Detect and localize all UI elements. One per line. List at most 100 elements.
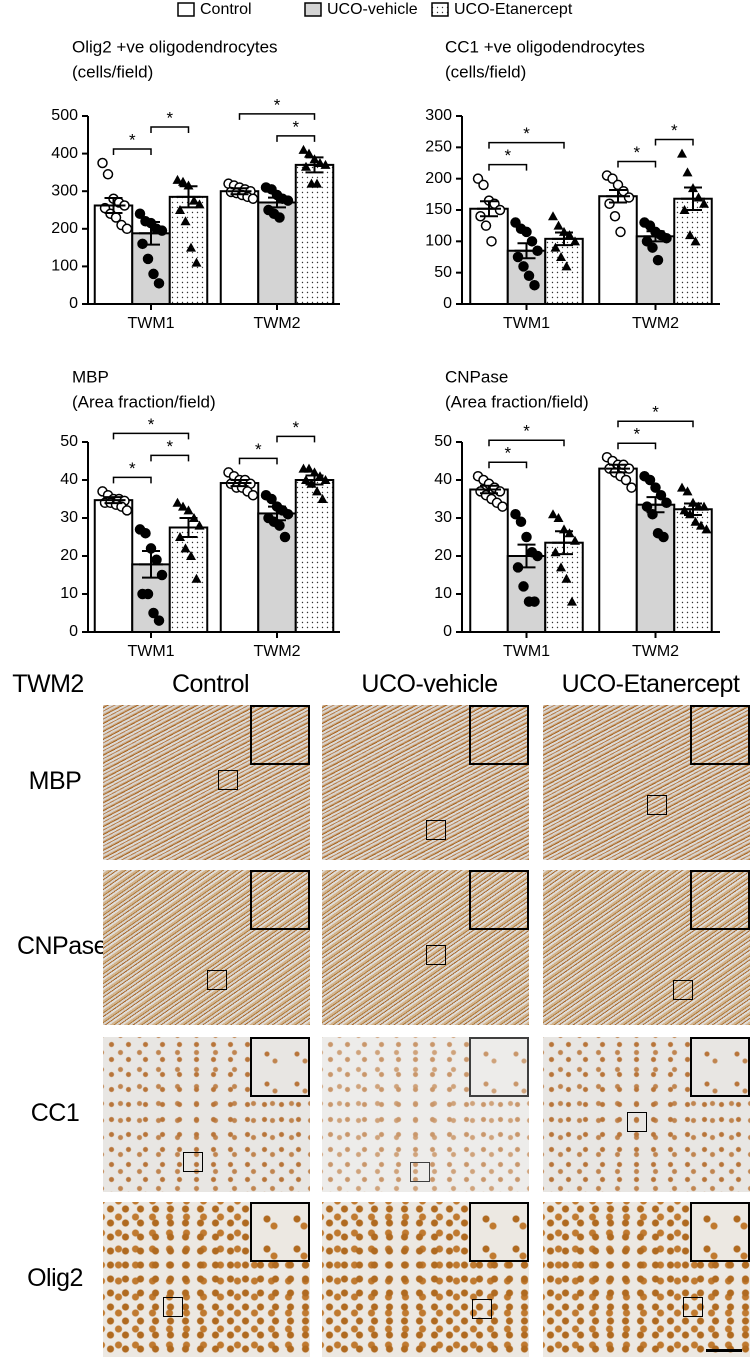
error-bar (643, 496, 668, 514)
zoom-box (627, 1112, 647, 1132)
data-point (312, 486, 322, 496)
inset (469, 1202, 529, 1262)
legend-swatch (177, 2, 195, 17)
x-tick-label: TWM2 (632, 315, 679, 332)
data-point (548, 509, 558, 519)
y-tick-label: 100 (425, 233, 452, 250)
data-point (304, 148, 314, 158)
data-point (298, 144, 309, 154)
legend-label: UCO-vehicle (327, 1, 418, 18)
zoom-box (426, 820, 446, 840)
x-tick-label: TWM1 (503, 643, 550, 660)
y-tick-label: 50 (60, 433, 78, 450)
significance-label: * (255, 440, 262, 459)
inset (250, 1202, 310, 1262)
bar (219, 482, 260, 634)
data-point (178, 176, 188, 186)
zoom-box (163, 1297, 183, 1317)
data-point (518, 261, 529, 272)
data-point (512, 251, 524, 263)
data-point (494, 486, 506, 497)
error-bar (101, 496, 126, 505)
y-tick-label: 40 (60, 471, 78, 488)
data-point (561, 573, 572, 583)
column-label: UCO-vehicle (361, 670, 498, 698)
zoom-box (218, 770, 238, 790)
data-point (699, 198, 709, 208)
data-point (97, 157, 108, 169)
significance-bracket (654, 138, 694, 146)
bar (168, 526, 209, 633)
significance-bracket (112, 432, 190, 440)
error-bar (176, 517, 201, 538)
inset (469, 870, 529, 930)
chart-title: MBP (72, 367, 109, 386)
data-point (317, 494, 328, 503)
chart-subtitle: (Area fraction/field) (72, 392, 216, 411)
inset (469, 1037, 529, 1097)
data-point (521, 226, 532, 238)
bar (635, 503, 676, 634)
data-point (140, 527, 151, 539)
significance-bracket (150, 454, 190, 462)
micrograph (322, 1037, 529, 1192)
significance-bracket (617, 160, 657, 168)
data-point (478, 179, 489, 191)
data-point (175, 205, 185, 214)
data-point (701, 524, 712, 534)
data-point (685, 230, 695, 240)
micrograph (103, 1202, 310, 1357)
significance-label: * (292, 117, 299, 136)
y-tick-label: 20 (60, 547, 78, 564)
data-point (274, 520, 285, 531)
data-point (494, 204, 506, 216)
data-point (121, 505, 133, 516)
y-tick-label: 100 (51, 258, 78, 275)
significance-bracket (276, 135, 316, 142)
error-bar (265, 505, 289, 522)
error-bar (514, 543, 539, 569)
data-point (658, 531, 669, 543)
chart-title: Olig2 +ve oligodendrocytes (72, 37, 278, 56)
x-tick-label: TWM2 (253, 643, 300, 660)
micrograph (543, 1202, 750, 1357)
data-point (650, 482, 661, 493)
data-point (604, 198, 615, 209)
data-point (480, 220, 492, 231)
data-point (183, 505, 194, 515)
micrograph (543, 1037, 750, 1192)
y-tick-label: 300 (51, 182, 78, 199)
error-bar (606, 463, 630, 474)
zoom-box (183, 1152, 203, 1172)
inset (690, 870, 750, 930)
bar (673, 197, 713, 305)
column-label: Control (171, 670, 250, 698)
data-point (121, 223, 133, 235)
x-tick-label: TWM1 (127, 315, 174, 332)
data-point (677, 148, 687, 158)
error-bar (606, 188, 630, 204)
data-point (304, 463, 314, 473)
data-point (567, 596, 577, 606)
y-tick-label: 0 (69, 623, 78, 640)
y-tick-label: 20 (434, 547, 452, 564)
data-point (615, 226, 626, 238)
zoom-box (647, 795, 667, 815)
data-point (186, 242, 196, 252)
data-point (556, 252, 566, 261)
bar (257, 512, 297, 633)
error-bar (101, 196, 126, 215)
significance-bracket (488, 141, 565, 149)
significance-bracket (112, 148, 152, 155)
data-point (623, 192, 635, 203)
chart-title: CNPase (445, 367, 508, 386)
data-point (172, 174, 183, 184)
bar (219, 190, 260, 305)
significance-bracket (150, 126, 190, 133)
data-point (620, 474, 632, 486)
data-point (194, 199, 205, 209)
y-tick-label: 150 (425, 201, 452, 218)
data-point (609, 211, 621, 222)
data-point (102, 169, 114, 180)
data-point (180, 543, 191, 553)
